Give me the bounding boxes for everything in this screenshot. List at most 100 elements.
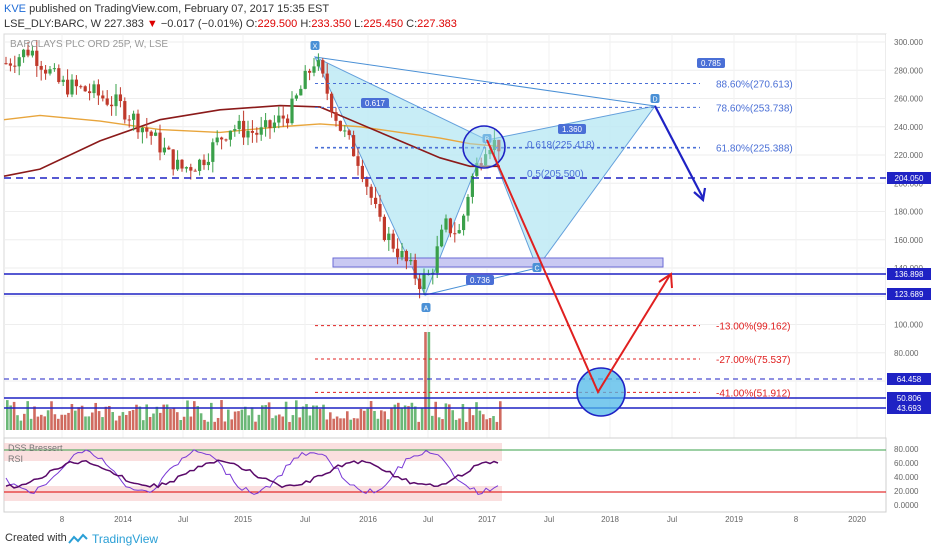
candle-body	[61, 79, 65, 83]
created-with-text: Created with	[5, 532, 67, 544]
volume-bar	[410, 402, 414, 430]
last-price: 227.383	[104, 18, 144, 30]
candle-body	[435, 246, 439, 273]
reversal-circle-top	[462, 125, 506, 169]
volume-bar	[475, 402, 478, 430]
volume-bar	[369, 401, 373, 430]
candle-body	[123, 101, 127, 120]
volume-bar	[356, 418, 359, 430]
ratio-736-box	[466, 275, 494, 285]
volume-bar	[264, 405, 267, 430]
candle-body	[22, 49, 26, 58]
volume-bar	[454, 419, 458, 430]
volume-bar	[478, 410, 482, 430]
volume-bar	[315, 405, 318, 430]
volume-bar	[448, 404, 451, 430]
volume-bar	[91, 412, 94, 430]
ratio-1360-box	[558, 124, 586, 134]
candle-body	[448, 218, 452, 234]
close-value: 227.383	[417, 18, 457, 30]
candle-body	[413, 260, 417, 279]
volume-bar	[213, 421, 216, 430]
price-marker-box	[887, 268, 931, 280]
candle-body	[176, 159, 180, 170]
candle-body	[26, 49, 30, 56]
volume-bar	[29, 418, 33, 430]
volume-bar	[46, 410, 50, 430]
fib-label-lower: -41.00%(51.912)	[716, 388, 791, 399]
candle-body	[114, 94, 118, 107]
price-tick-label: 260.000	[894, 95, 923, 104]
volume-bar	[155, 406, 159, 430]
volume-bar	[108, 405, 111, 430]
candle-body	[132, 113, 136, 120]
volume-bar	[407, 406, 410, 430]
volume-bar	[182, 416, 186, 430]
candle-body	[444, 218, 448, 230]
candle-body	[206, 161, 210, 166]
volume-bar	[424, 332, 427, 430]
price-marker-label: 50.806	[897, 394, 922, 403]
candle-body	[255, 132, 259, 135]
volume-bar	[390, 407, 393, 430]
volume-bar	[23, 413, 26, 430]
time-axis-labels: 8 2014 Jul 2015 Jul 2016 Jul 2017 Jul 2018 Jul 2019…	[60, 515, 867, 524]
author-name[interactable]: KVE	[4, 3, 27, 15]
volume-bar	[104, 406, 108, 430]
volume-bar	[145, 404, 148, 430]
volume-bar	[465, 421, 468, 430]
ratio-617-box	[361, 98, 389, 108]
volume-bar	[210, 402, 213, 430]
candle-body	[462, 215, 466, 231]
candle-body	[66, 79, 70, 95]
candle-body	[360, 165, 364, 180]
volume-bar	[373, 410, 376, 430]
volume-bar	[291, 415, 295, 430]
pattern-xab	[313, 55, 488, 297]
tradingview-brand[interactable]: TradingView	[92, 532, 159, 546]
volume-bar	[322, 404, 325, 430]
candle-body	[281, 115, 285, 119]
candle-body	[334, 112, 338, 121]
volume-bar	[329, 412, 332, 430]
candle-body	[220, 137, 224, 140]
candle-body	[391, 233, 395, 249]
pattern-point-label: D	[652, 97, 657, 104]
volume-bar	[420, 407, 424, 430]
volume-bar	[176, 412, 179, 430]
candle-body	[259, 127, 263, 135]
candle-body	[149, 131, 153, 136]
volume-bar	[451, 410, 454, 430]
volume-bar	[189, 416, 193, 430]
price-chart[interactable]: 300.000280.000260.000240.000220.000200.0…	[0, 0, 932, 528]
volume-bar	[335, 416, 339, 430]
volume-bar	[380, 410, 383, 430]
candle-body	[378, 203, 382, 217]
candle-body	[475, 163, 479, 176]
candle-body	[347, 130, 351, 136]
pattern-point-box	[310, 41, 320, 50]
volume-bar	[63, 414, 67, 430]
candle-body	[387, 233, 391, 241]
pattern-point-box	[421, 303, 431, 312]
ratio-617: 0.617	[365, 99, 386, 108]
red-arrowhead-icon	[658, 272, 673, 289]
candle-body	[211, 142, 215, 162]
volume-bar	[471, 415, 475, 430]
price-axis[interactable]	[886, 34, 932, 528]
volume-bar	[458, 418, 461, 430]
volume-bar	[499, 401, 502, 430]
candle-body	[277, 115, 281, 123]
candle-body	[330, 93, 334, 113]
candle-body	[224, 139, 228, 141]
pattern-bcd	[486, 105, 657, 270]
volume-bar	[271, 418, 274, 430]
candle-body	[356, 156, 360, 166]
time-tick-label: 2019	[725, 515, 743, 524]
candle-body	[158, 132, 162, 153]
oscillator-axis-labels: 80.000 60.000 40.000 20.000 0.0000	[894, 445, 919, 510]
volume-bar	[417, 421, 420, 430]
volume-bar	[332, 418, 335, 430]
candle-body	[8, 63, 12, 66]
candle-body	[48, 69, 52, 74]
